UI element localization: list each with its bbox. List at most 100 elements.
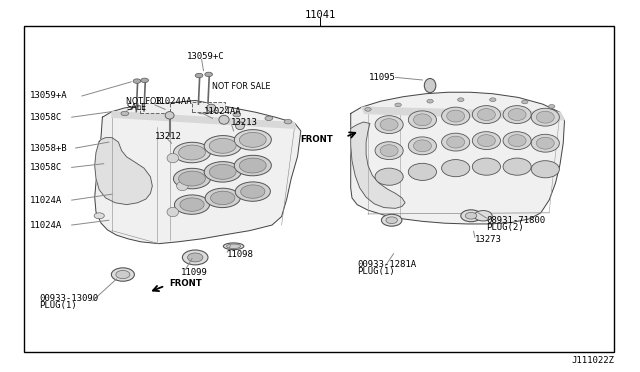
Ellipse shape xyxy=(179,171,205,186)
Circle shape xyxy=(195,73,203,78)
Polygon shape xyxy=(95,100,301,244)
Circle shape xyxy=(522,100,528,104)
Ellipse shape xyxy=(223,243,244,250)
Bar xyxy=(140,103,170,113)
Text: J111022Z: J111022Z xyxy=(572,356,614,365)
Circle shape xyxy=(205,72,212,77)
Text: NOT FOR SALE: NOT FOR SALE xyxy=(212,82,271,91)
Text: 11099: 11099 xyxy=(180,268,207,277)
Ellipse shape xyxy=(508,109,526,121)
Text: 13059+A: 13059+A xyxy=(29,92,67,100)
Text: 11024AA: 11024AA xyxy=(155,97,193,106)
Circle shape xyxy=(94,213,104,219)
Ellipse shape xyxy=(204,135,241,156)
Text: 13213: 13213 xyxy=(230,118,257,126)
Ellipse shape xyxy=(472,158,500,175)
Ellipse shape xyxy=(239,158,266,173)
Circle shape xyxy=(386,217,397,224)
Text: 11095: 11095 xyxy=(369,73,396,82)
Bar xyxy=(192,102,225,112)
Circle shape xyxy=(465,212,477,219)
Ellipse shape xyxy=(447,136,465,148)
Polygon shape xyxy=(112,112,296,128)
Ellipse shape xyxy=(207,104,216,112)
Circle shape xyxy=(182,250,208,265)
Text: 00933-13090: 00933-13090 xyxy=(39,294,98,303)
Ellipse shape xyxy=(167,208,179,217)
Ellipse shape xyxy=(531,161,559,178)
Text: 11024A: 11024A xyxy=(29,196,61,205)
Circle shape xyxy=(548,105,555,108)
Ellipse shape xyxy=(177,182,188,191)
Bar xyxy=(24,26,614,352)
Ellipse shape xyxy=(472,106,500,124)
Ellipse shape xyxy=(503,132,531,150)
Ellipse shape xyxy=(408,137,436,155)
Text: PLUG(1): PLUG(1) xyxy=(39,301,77,310)
Circle shape xyxy=(121,111,129,116)
Ellipse shape xyxy=(442,107,470,125)
Ellipse shape xyxy=(173,142,211,163)
Ellipse shape xyxy=(204,161,241,182)
Text: 13058C: 13058C xyxy=(29,113,61,122)
Text: 11041: 11041 xyxy=(305,10,335,20)
Text: 08931-71800: 08931-71800 xyxy=(486,216,545,225)
Text: FRONT: FRONT xyxy=(169,279,202,288)
Ellipse shape xyxy=(413,114,431,126)
Circle shape xyxy=(381,214,402,226)
Ellipse shape xyxy=(180,198,204,211)
Ellipse shape xyxy=(211,191,235,205)
Polygon shape xyxy=(351,122,405,208)
Circle shape xyxy=(133,79,141,83)
Ellipse shape xyxy=(239,132,266,147)
Ellipse shape xyxy=(209,164,236,179)
Circle shape xyxy=(284,119,292,124)
Ellipse shape xyxy=(209,138,236,153)
Ellipse shape xyxy=(234,155,271,176)
Ellipse shape xyxy=(442,133,470,151)
Text: FRONT: FRONT xyxy=(300,135,333,144)
Circle shape xyxy=(188,253,203,262)
Ellipse shape xyxy=(503,158,531,175)
Ellipse shape xyxy=(472,132,500,150)
Text: 11098: 11098 xyxy=(227,250,254,259)
Circle shape xyxy=(265,116,273,121)
Circle shape xyxy=(474,211,492,221)
Text: 11024A: 11024A xyxy=(29,221,61,230)
Ellipse shape xyxy=(408,111,436,129)
Ellipse shape xyxy=(380,119,398,131)
Text: SALE: SALE xyxy=(126,103,146,112)
Ellipse shape xyxy=(508,135,526,147)
Ellipse shape xyxy=(219,115,229,124)
Ellipse shape xyxy=(179,145,205,160)
Ellipse shape xyxy=(234,129,271,150)
Ellipse shape xyxy=(236,122,244,130)
Text: 13212: 13212 xyxy=(155,132,182,141)
Ellipse shape xyxy=(447,110,465,122)
Text: 11024AA: 11024AA xyxy=(204,107,241,116)
Text: 13058+B: 13058+B xyxy=(29,144,67,153)
Ellipse shape xyxy=(536,111,554,123)
Circle shape xyxy=(427,99,433,103)
Circle shape xyxy=(116,270,130,279)
Circle shape xyxy=(461,210,481,222)
Circle shape xyxy=(111,268,134,281)
Circle shape xyxy=(233,112,241,117)
Polygon shape xyxy=(95,138,152,205)
Circle shape xyxy=(141,78,148,83)
Ellipse shape xyxy=(408,163,436,180)
Ellipse shape xyxy=(167,154,179,163)
Circle shape xyxy=(490,98,496,102)
Circle shape xyxy=(395,103,401,107)
Ellipse shape xyxy=(477,109,495,121)
Ellipse shape xyxy=(375,168,403,185)
Text: 13273: 13273 xyxy=(475,235,502,244)
Ellipse shape xyxy=(531,134,559,152)
Polygon shape xyxy=(351,92,564,224)
Ellipse shape xyxy=(173,168,211,189)
Circle shape xyxy=(365,108,371,111)
Circle shape xyxy=(153,109,161,113)
Polygon shape xyxy=(362,107,564,120)
Circle shape xyxy=(458,98,464,102)
Ellipse shape xyxy=(442,160,470,177)
